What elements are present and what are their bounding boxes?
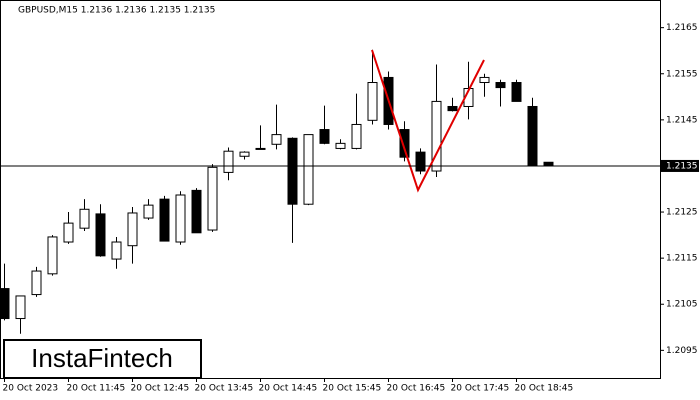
candle-body bbox=[47, 236, 58, 275]
candle-body bbox=[223, 150, 234, 173]
x-tick-label: 20 Oct 18:45 bbox=[515, 384, 574, 394]
candle-body bbox=[239, 151, 250, 157]
candle-body bbox=[495, 82, 506, 89]
candle-body bbox=[303, 134, 314, 205]
x-tick-label: 20 Oct 12:45 bbox=[131, 384, 190, 394]
candle-body bbox=[415, 151, 426, 172]
x-tick-label: 20 Oct 11:45 bbox=[67, 384, 126, 394]
candle-body bbox=[15, 295, 26, 320]
candle-body bbox=[527, 105, 538, 167]
y-tick-label: 1.2165 bbox=[666, 23, 698, 33]
y-tick-label: 1.2155 bbox=[666, 69, 698, 79]
candle-body bbox=[191, 189, 202, 234]
logo: InstaFintech bbox=[31, 343, 173, 373]
chart-title: GBPUSD,M15 1.2136 1.2136 1.2135 1.2135 bbox=[18, 6, 215, 16]
candle-body bbox=[431, 100, 442, 172]
candle-body bbox=[447, 105, 458, 112]
candle-body bbox=[271, 134, 282, 145]
y-tick-label: 1.2115 bbox=[666, 254, 698, 264]
x-tick-label: 20 Oct 13:45 bbox=[195, 384, 254, 394]
candle-body bbox=[399, 129, 410, 158]
pattern-line bbox=[371, 49, 485, 193]
current-price-box bbox=[661, 159, 699, 172]
candle-body bbox=[0, 288, 10, 320]
candle-body bbox=[543, 161, 554, 167]
candle-body bbox=[367, 82, 378, 121]
candle-body bbox=[319, 129, 330, 144]
x-tick-label: 20 Oct 16:45 bbox=[387, 384, 446, 394]
candle-body bbox=[351, 123, 362, 149]
y-tick-label: 1.2145 bbox=[666, 115, 698, 125]
candle-body bbox=[207, 166, 218, 231]
candle-body bbox=[335, 142, 346, 149]
x-tick-label: 20 Oct 14:45 bbox=[259, 384, 318, 394]
y-tick-label: 1.2095 bbox=[666, 346, 698, 356]
candle-body bbox=[143, 204, 154, 219]
candle-body bbox=[79, 208, 90, 229]
candle-body bbox=[511, 82, 522, 102]
candle-body bbox=[111, 241, 122, 260]
candle-body bbox=[159, 198, 170, 242]
x-tick-label: 20 Oct 2023 bbox=[3, 384, 59, 394]
current-price-label: 1.2135 bbox=[666, 161, 698, 171]
plot-frame bbox=[0, 0, 661, 379]
candle-body bbox=[479, 76, 490, 84]
candle-body bbox=[31, 270, 42, 296]
y-tick-label: 1.2125 bbox=[666, 208, 698, 218]
candle-body bbox=[63, 222, 74, 243]
candle-body bbox=[127, 212, 138, 247]
candle-body bbox=[287, 137, 298, 205]
candle-body bbox=[255, 147, 266, 150]
candle-body bbox=[95, 213, 106, 257]
x-tick-label: 20 Oct 15:45 bbox=[323, 384, 382, 394]
y-tick-label: 1.2105 bbox=[666, 300, 698, 310]
logo-box bbox=[3, 339, 202, 379]
candle-body bbox=[175, 194, 186, 243]
x-tick-label: 20 Oct 17:45 bbox=[451, 384, 510, 394]
